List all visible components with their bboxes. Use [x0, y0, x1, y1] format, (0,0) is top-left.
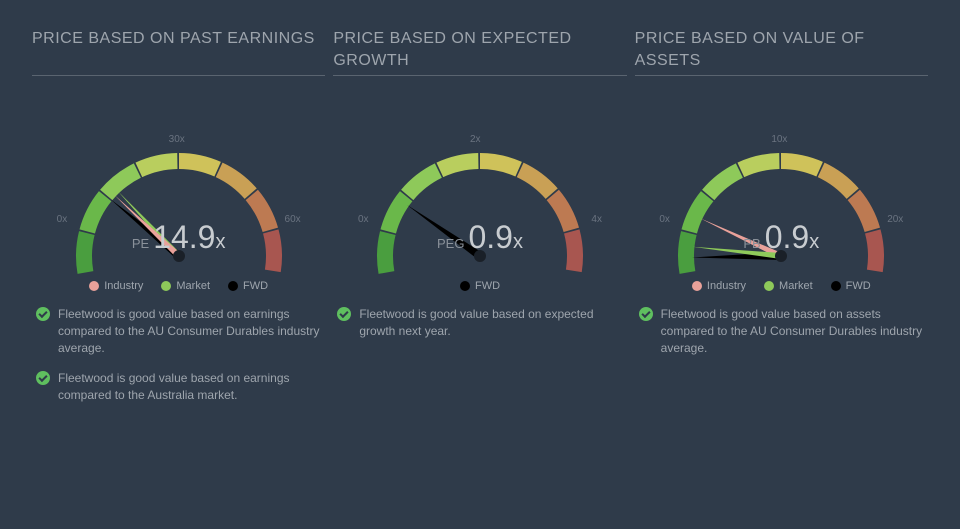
- check-item: Fleetwood is good value based on earning…: [36, 306, 321, 356]
- panel-title: PRICE BASED ON PAST EARNINGS: [32, 28, 325, 76]
- gauge: 0x2x4xPEG0.9x: [340, 96, 620, 286]
- metric-label: PEG: [437, 236, 464, 251]
- metric-value: 14.9: [153, 219, 215, 255]
- check-circle-icon: [639, 307, 653, 321]
- metric-label: PE: [132, 236, 149, 251]
- gauge-panel: PRICE BASED ON EXPECTED GROWTH0x2x4xPEG0…: [333, 28, 626, 404]
- metric-label: PB: [743, 236, 760, 251]
- gauge: 0x30x60xPE14.9x: [39, 96, 319, 286]
- metric-readout: PEG 0.9x: [340, 219, 620, 256]
- panel-title: PRICE BASED ON VALUE OF ASSETS: [635, 28, 928, 76]
- tick-mid: 10x: [771, 134, 787, 145]
- panel-title: PRICE BASED ON EXPECTED GROWTH: [333, 28, 626, 76]
- check-circle-icon: [337, 307, 351, 321]
- check-item: Fleetwood is good value based on earning…: [36, 370, 321, 404]
- check-text: Fleetwood is good value based on earning…: [58, 306, 321, 356]
- check-text: Fleetwood is good value based on earning…: [58, 370, 321, 404]
- metric-suffix: x: [809, 231, 819, 253]
- gauge-panel: PRICE BASED ON PAST EARNINGS0x30x60xPE14…: [32, 28, 325, 404]
- check-text: Fleetwood is good value based on assets …: [661, 306, 924, 356]
- check-circle-icon: [36, 307, 50, 321]
- metric-value: 0.9: [468, 219, 512, 255]
- check-item: Fleetwood is good value based on assets …: [639, 306, 924, 356]
- check-item: Fleetwood is good value based on expecte…: [337, 306, 622, 340]
- tick-mid: 30x: [169, 134, 185, 145]
- tick-mid: 2x: [470, 134, 481, 145]
- metric-readout: PE 14.9x: [39, 219, 319, 256]
- checks-list: Fleetwood is good value based on expecte…: [333, 306, 626, 340]
- metric-suffix: x: [215, 231, 225, 253]
- gauge: 0x10x20xPB0.9x: [641, 96, 921, 286]
- checks-list: Fleetwood is good value based on assets …: [635, 306, 928, 356]
- metric-suffix: x: [513, 231, 523, 253]
- check-circle-icon: [36, 371, 50, 385]
- checks-list: Fleetwood is good value based on earning…: [32, 306, 325, 404]
- metric-value: 0.9: [765, 219, 809, 255]
- metric-readout: PB 0.9x: [641, 219, 921, 256]
- check-text: Fleetwood is good value based on expecte…: [359, 306, 622, 340]
- gauge-panel: PRICE BASED ON VALUE OF ASSETS0x10x20xPB…: [635, 28, 928, 404]
